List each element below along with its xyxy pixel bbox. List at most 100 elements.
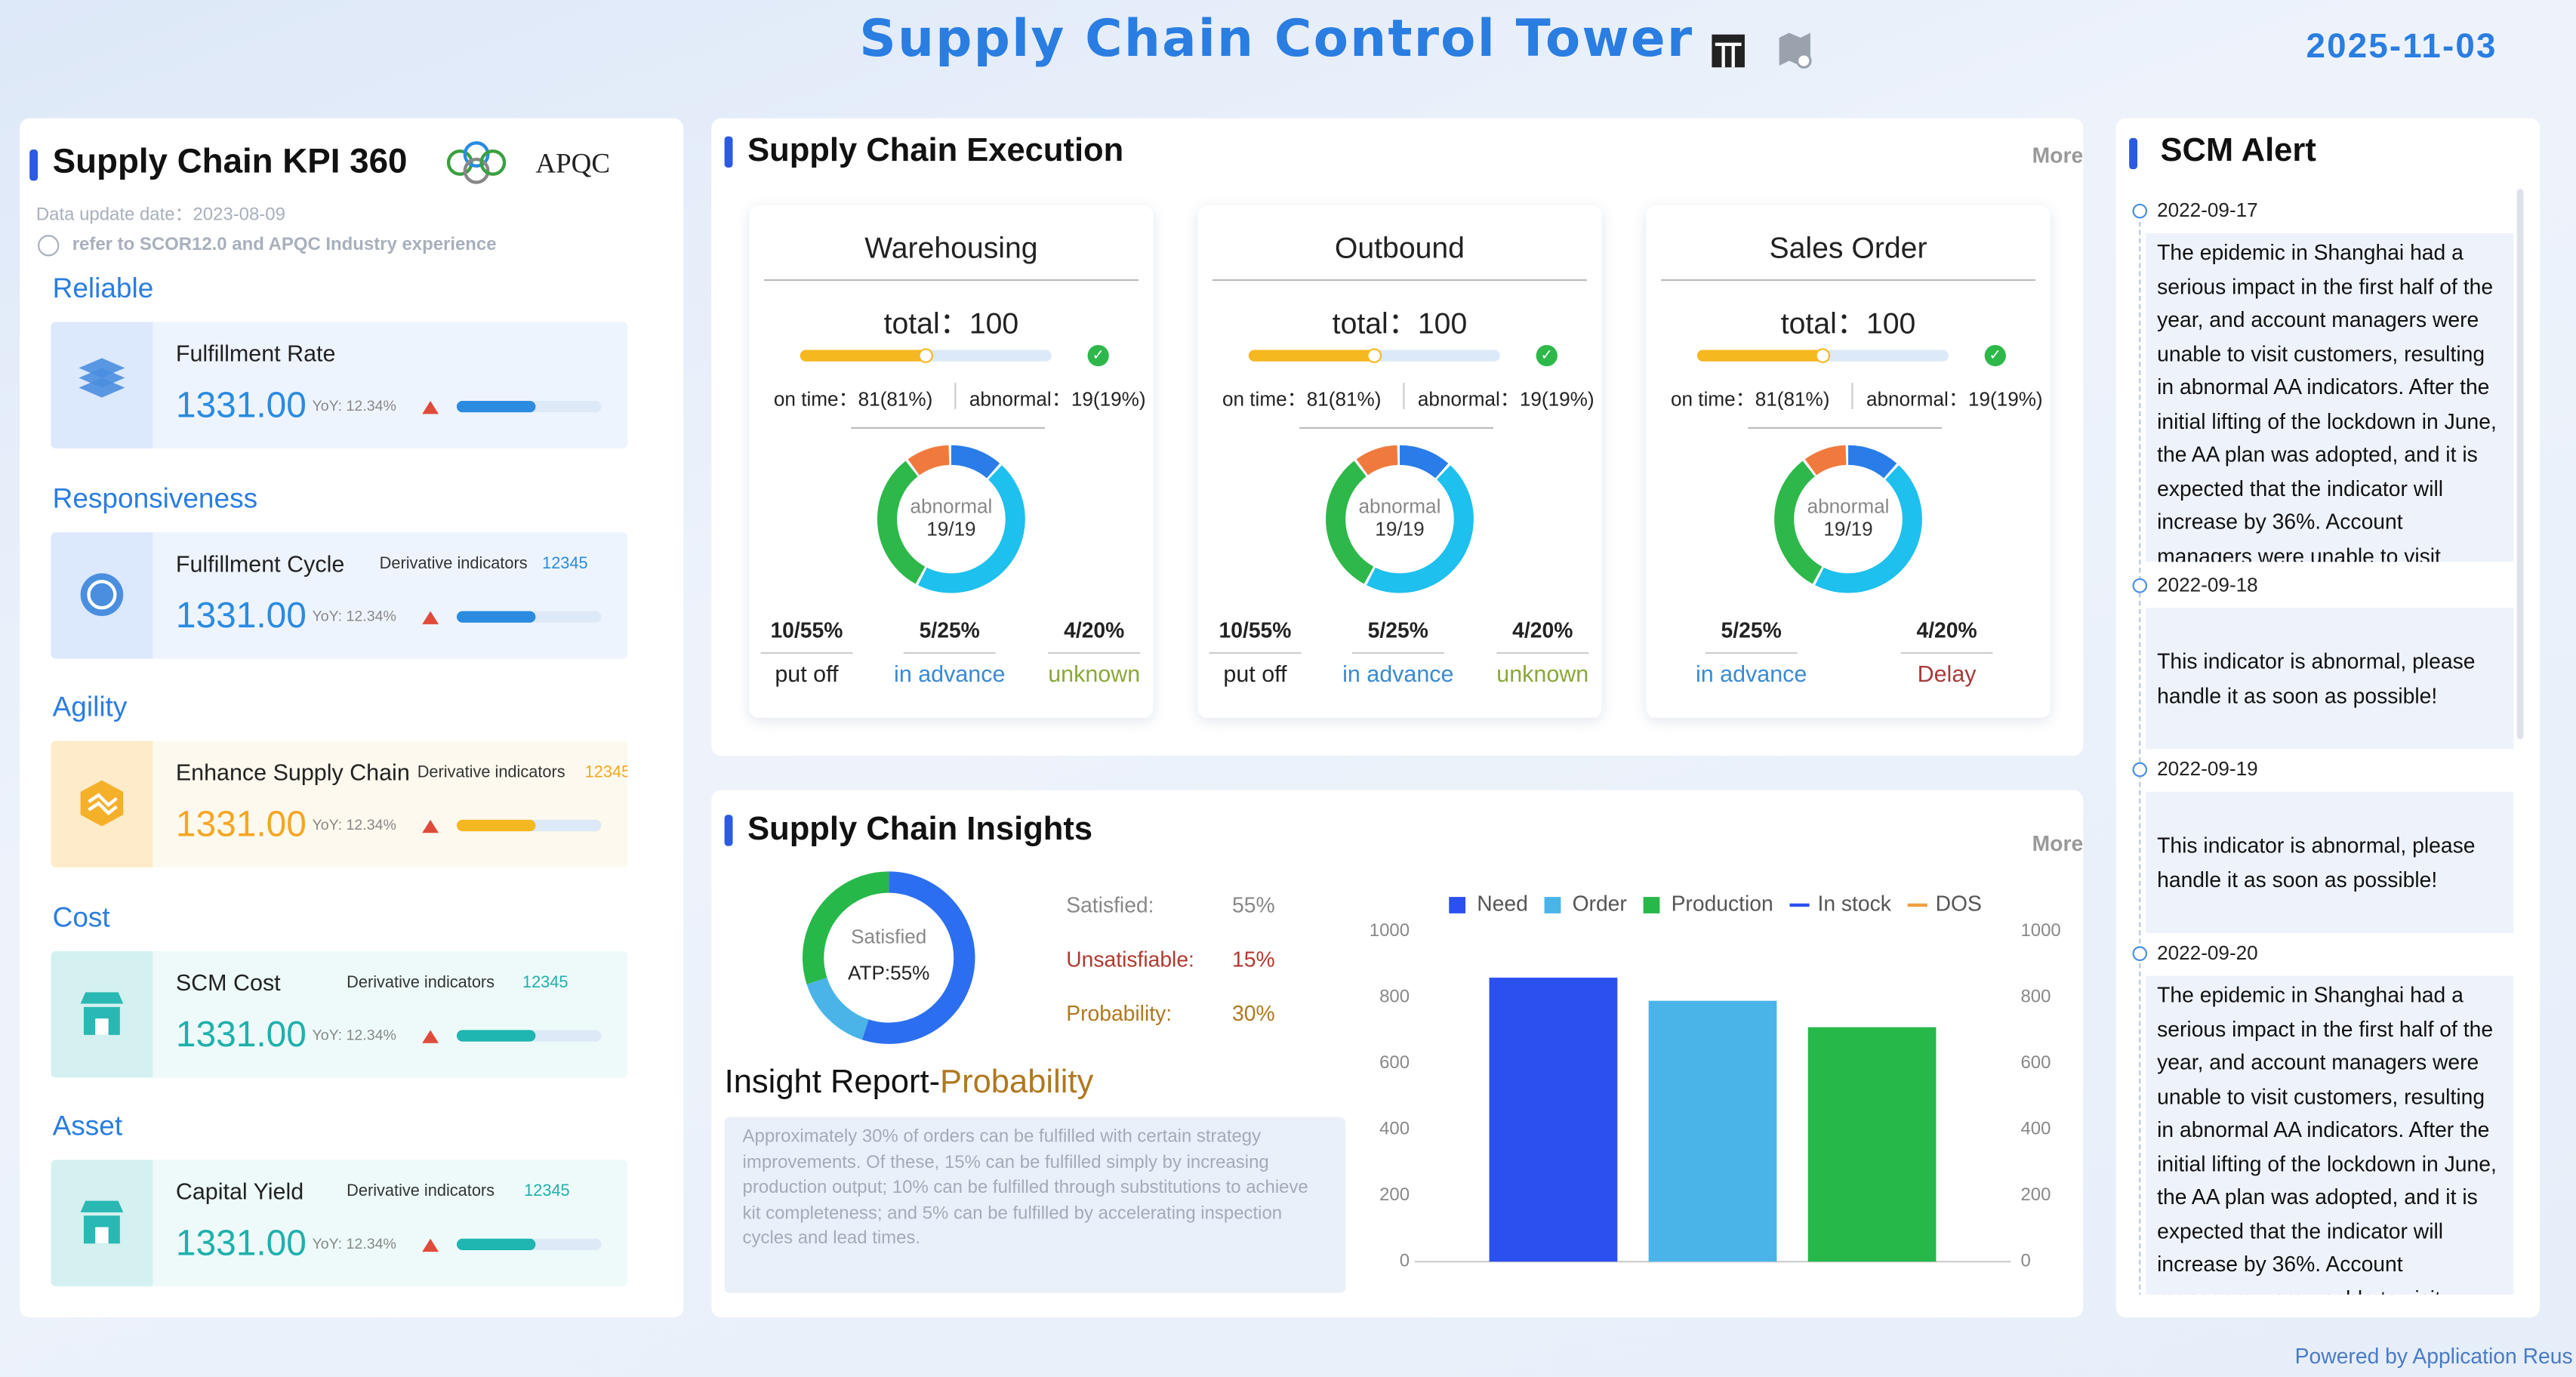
stat-label: Delay bbox=[1917, 660, 1977, 687]
divider bbox=[1748, 427, 1943, 429]
report-text: Approximately 30% of orders can be fulfi… bbox=[724, 1117, 1346, 1293]
icon-block bbox=[51, 531, 153, 658]
divider bbox=[1299, 427, 1494, 429]
progress-fill bbox=[456, 400, 536, 413]
progress-track bbox=[1248, 348, 1500, 363]
door bbox=[95, 1227, 109, 1244]
kpi-yoy: YoY: 12.34% bbox=[312, 607, 396, 624]
card-total: total：100 bbox=[1780, 307, 1916, 340]
timeline-dot bbox=[2132, 578, 2148, 593]
kpi-card: Fulfillment Rate 1331.00 YoY: 12.34% bbox=[51, 322, 628, 449]
card-title: Outbound bbox=[1334, 231, 1465, 265]
alert-text: This indicator is abnormal, please handl… bbox=[2145, 608, 2514, 750]
kpi-name: SCM Cost bbox=[175, 968, 281, 995]
kpi-card: Fulfillment Cycle Derivative indicators 12… bbox=[51, 531, 628, 658]
more-link[interactable]: More bbox=[2032, 831, 2084, 856]
stat-label: in advance bbox=[1695, 660, 1807, 687]
progress-track bbox=[456, 610, 602, 622]
icon-block bbox=[51, 741, 153, 867]
section-heading: Cost bbox=[52, 901, 110, 932]
card-title: Warehousing bbox=[864, 231, 1038, 265]
divider bbox=[851, 427, 1045, 429]
stat-label: unknown bbox=[1048, 660, 1141, 687]
kpi-name: Capital Yield bbox=[175, 1178, 304, 1205]
stat-value: 5/25% bbox=[919, 618, 980, 642]
reference: refer to SCOR12.0 and APQC Industry expe… bbox=[72, 235, 497, 255]
timeline bbox=[2139, 221, 2141, 1295]
coin bbox=[80, 572, 124, 615]
footer: Powered by Application Reus bbox=[2294, 1343, 2573, 1369]
map-icon[interactable] bbox=[1777, 31, 1813, 70]
alert-date: 2022-09-20 bbox=[2157, 941, 2258, 965]
wave bbox=[88, 793, 118, 816]
on-time: on time：81(81%) bbox=[1222, 387, 1382, 411]
kpi-name: Fulfillment Cycle bbox=[175, 549, 345, 576]
derivative-value: 12345 bbox=[522, 973, 569, 992]
stat-underline bbox=[760, 652, 853, 655]
divider bbox=[1851, 383, 1853, 409]
stat-underline bbox=[1705, 652, 1798, 655]
section-heading: Responsiveness bbox=[52, 482, 258, 514]
trend-up bbox=[422, 1029, 439, 1043]
update-date: Data update date：2023-08-09 bbox=[35, 205, 285, 226]
door bbox=[95, 1018, 109, 1034]
timeline-dot bbox=[2132, 203, 2148, 219]
kpi-icon bbox=[79, 358, 125, 398]
derivative-value: 12345 bbox=[524, 1182, 570, 1201]
card-total: total：100 bbox=[883, 307, 1019, 340]
progress-track bbox=[456, 1029, 602, 1041]
report-highlight: Probability bbox=[940, 1064, 1094, 1101]
kpi-value: 1331.00 bbox=[175, 1012, 307, 1054]
progress-fill bbox=[1248, 350, 1376, 362]
panel-title: SCM Alert bbox=[2160, 133, 2316, 170]
execution-card: Warehousing total：100 ✓ on time：81(81%) abno… bbox=[749, 205, 1154, 718]
logo-ring bbox=[446, 149, 473, 176]
store bbox=[80, 991, 124, 1034]
kpi-card: Capital Yield Derivative indicators 12345 1… bbox=[51, 1160, 628, 1286]
stat-value: 5/25% bbox=[1367, 618, 1428, 642]
progress-fill bbox=[456, 1029, 536, 1041]
icon-block bbox=[51, 1160, 153, 1286]
accent-bar bbox=[29, 149, 39, 181]
stat-underline bbox=[1900, 652, 1993, 655]
progress-fill bbox=[456, 819, 536, 832]
stat-value: 4/20% bbox=[1064, 618, 1125, 642]
accent-bar bbox=[2129, 137, 2138, 170]
divider bbox=[1660, 279, 2036, 282]
section-heading: Asset bbox=[52, 1110, 123, 1142]
panel-title: Supply Chain Insights bbox=[747, 811, 1093, 848]
alert-date: 2022-09-17 bbox=[2157, 199, 2258, 222]
on-time: on time：81(81%) bbox=[1671, 387, 1830, 411]
progress-knob bbox=[1815, 348, 1831, 363]
logo-ring bbox=[479, 149, 507, 176]
kpi-icon bbox=[80, 1200, 124, 1244]
table-icon[interactable] bbox=[1710, 33, 1746, 69]
panel-title: Supply Chain KPI 360 bbox=[52, 143, 408, 181]
abnormal: abnormal：19(19%) bbox=[1417, 387, 1595, 411]
stat-label: in advance bbox=[894, 660, 1006, 687]
apqc-logo: APQC bbox=[535, 147, 611, 180]
abnormal: abnormal：19(19%) bbox=[969, 387, 1146, 411]
section-heading: Agility bbox=[52, 692, 128, 723]
kpi-icon bbox=[80, 780, 124, 827]
accent-bar bbox=[724, 815, 733, 846]
logo-ring bbox=[463, 141, 490, 168]
alert-list: 2022-09-17 The epidemic in Shanghai had a… bbox=[2129, 189, 2517, 1295]
stat-underline bbox=[903, 652, 996, 655]
page-title: Supply Chain Control Tower bbox=[859, 10, 1694, 69]
stat-label: put off bbox=[1223, 660, 1287, 687]
kpi-panel bbox=[20, 118, 684, 1318]
stat-underline bbox=[1351, 652, 1444, 655]
divider bbox=[1403, 383, 1405, 409]
derivative-label: Derivative indicators bbox=[417, 763, 565, 782]
accent-bar bbox=[724, 136, 733, 168]
stat-underline bbox=[1209, 652, 1302, 655]
trend-up bbox=[422, 610, 439, 624]
stat-label: put off bbox=[775, 660, 839, 687]
progress-knob bbox=[1367, 348, 1382, 363]
more-link[interactable]: More bbox=[2032, 143, 2084, 168]
progress-track bbox=[1696, 348, 1949, 363]
progress-track bbox=[800, 348, 1052, 363]
layer bbox=[79, 377, 125, 398]
